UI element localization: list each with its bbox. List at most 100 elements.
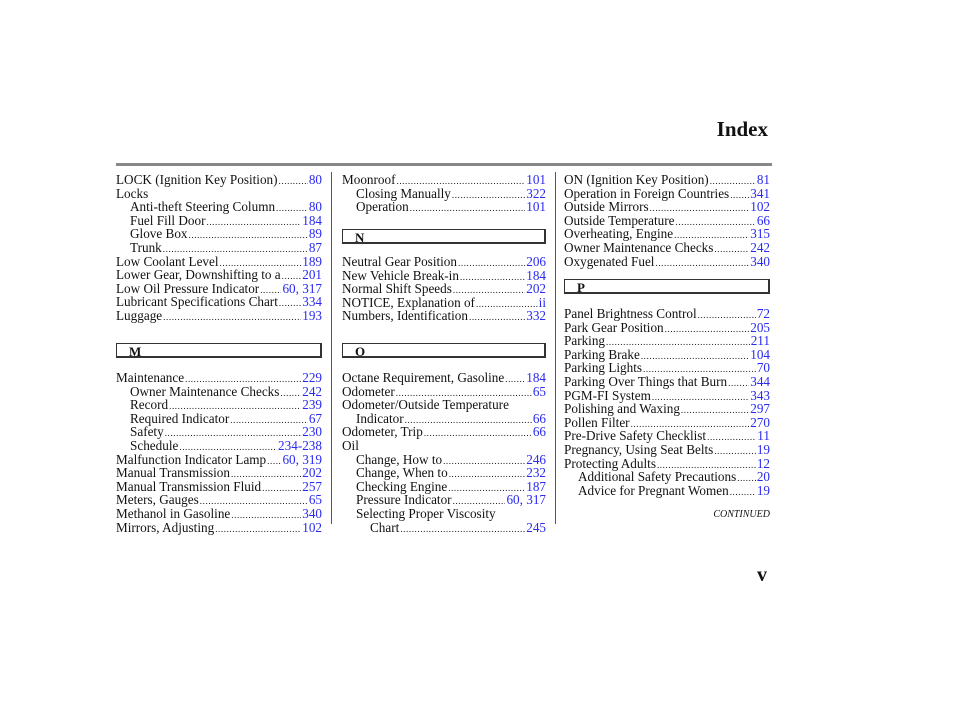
page-link[interactable]: 20: [756, 469, 770, 485]
page-link[interactable]: 101: [526, 199, 546, 215]
page-link[interactable]: 242: [750, 239, 770, 255]
page-link[interactable]: 81: [756, 172, 770, 187]
index-entry: Park Gear Position 205: [564, 319, 770, 337]
page-link[interactable]: 206: [526, 254, 546, 269]
index-entry: PGM-FI System 343: [564, 387, 770, 403]
page-link[interactable]: 80: [308, 199, 322, 215]
page-link[interactable]: 245: [526, 519, 546, 535]
entry-label: Outside Mirrors: [564, 199, 649, 215]
page-link[interactable]: 340: [750, 253, 770, 269]
index-entry: Normal Shift Speeds 202: [342, 282, 546, 296]
dot-leader: [665, 323, 750, 337]
page-link[interactable]: 19: [756, 482, 770, 498]
page-link[interactable]: 80: [308, 172, 322, 187]
page-link[interactable]: 239: [302, 397, 322, 413]
page-link[interactable]: 322: [526, 185, 546, 201]
entry-label: ON (Ignition Key Position): [564, 172, 709, 187]
entry-label: Change, When to: [356, 465, 448, 481]
dot-leader: [400, 523, 525, 537]
entry-label: Chart: [370, 519, 400, 535]
page-link[interactable]: ii: [538, 294, 546, 310]
page-link[interactable]: 202: [526, 281, 546, 297]
page-title: Index: [716, 117, 768, 141]
page-link[interactable]: 202: [302, 465, 322, 481]
page-link[interactable]: 315: [750, 226, 770, 242]
index-entry: Chart 245: [342, 519, 546, 537]
entry-label: Owner Maintenance Checks: [564, 239, 714, 255]
dot-leader: [728, 377, 749, 391]
page-link[interactable]: 341: [750, 185, 770, 201]
dot-leader: [730, 486, 756, 500]
page-link[interactable]: 60, 319: [282, 451, 322, 467]
page-link[interactable]: 184: [526, 370, 546, 385]
page-link[interactable]: 65: [308, 492, 322, 508]
index-entry: Malfunction Indicator Lamp 60, 319: [116, 451, 322, 467]
page-link[interactable]: 242: [302, 383, 322, 399]
dot-leader: [215, 523, 301, 537]
page-link[interactable]: 340: [302, 505, 322, 521]
index-entry: Parking 211: [564, 334, 770, 348]
page-link[interactable]: 193: [302, 307, 322, 323]
page-link[interactable]: 72: [756, 306, 770, 321]
page-link[interactable]: 60, 317: [282, 280, 322, 296]
page-link[interactable]: 205: [750, 319, 770, 335]
page-link[interactable]: 344: [750, 373, 770, 389]
index-entry: Mirrors, Adjusting 102: [116, 519, 322, 537]
page-link[interactable]: 234-238: [278, 437, 322, 453]
page-link[interactable]: 211: [750, 333, 770, 349]
page-link[interactable]: 332: [526, 308, 546, 324]
page-link[interactable]: 102: [302, 519, 322, 535]
dot-leader: [280, 387, 301, 401]
page-link[interactable]: 334: [302, 294, 322, 310]
page-link[interactable]: 101: [526, 172, 546, 187]
index-entry: Oil: [342, 439, 546, 453]
entry-label: Odometer/Outside Temperature: [342, 397, 509, 413]
index-entry: Meters, Gauges 65: [116, 493, 322, 507]
page-link[interactable]: 70: [756, 360, 770, 376]
entry-label: Fuel Fill Door: [130, 212, 206, 228]
page-link[interactable]: 66: [532, 424, 546, 440]
page-link[interactable]: 297: [750, 401, 770, 417]
index-entry: Numbers, Identification 332: [342, 309, 546, 323]
page-link[interactable]: 246: [526, 451, 546, 467]
page-link[interactable]: 89: [308, 226, 322, 242]
page-link[interactable]: 257: [302, 478, 322, 494]
entry-label: Octane Requirement, Gasoline: [342, 370, 505, 385]
dot-leader: [189, 229, 308, 243]
index-entry: Anti-theft Steering Column 80: [116, 200, 322, 214]
page-link[interactable]: 60, 317: [506, 492, 546, 508]
page-link[interactable]: 87: [308, 239, 322, 255]
page-link[interactable]: 11: [757, 428, 770, 444]
page-link[interactable]: 19: [756, 441, 770, 457]
entry-label: Operation: [356, 199, 409, 215]
page-link[interactable]: 66: [756, 212, 770, 228]
section-header-m: M: [116, 343, 322, 359]
page-link[interactable]: 189: [302, 253, 322, 269]
page-link[interactable]: 230: [302, 424, 322, 440]
page-link[interactable]: 270: [750, 414, 770, 430]
page-link[interactable]: 12: [756, 455, 770, 471]
page-link[interactable]: 66: [532, 410, 546, 426]
page-link[interactable]: 201: [302, 267, 322, 283]
page-link[interactable]: 184: [302, 212, 322, 228]
index-entry: Low Oil Pressure Indicator 60, 317: [116, 282, 322, 296]
entry-label: Parking: [564, 333, 606, 349]
page-link[interactable]: 104: [750, 346, 770, 362]
page-link[interactable]: 67: [308, 410, 322, 426]
continued-label: CONTINUED: [713, 509, 770, 520]
page-link[interactable]: 232: [526, 465, 546, 481]
page-link[interactable]: 343: [750, 387, 770, 403]
page-link[interactable]: 184: [526, 267, 546, 283]
entry-label: NOTICE, Explanation of: [342, 294, 475, 310]
page-link[interactable]: 65: [532, 383, 546, 399]
index-entry: Protecting Adults 12: [564, 455, 770, 471]
page-link[interactable]: 102: [750, 199, 770, 215]
dot-leader: [505, 373, 525, 387]
page-link[interactable]: 229: [302, 370, 322, 385]
page-link[interactable]: 187: [526, 478, 546, 494]
dot-leader: [698, 309, 756, 323]
entry-label: Moonroof: [342, 172, 396, 187]
index-entry: New Vehicle Break-in 184: [342, 267, 546, 283]
dot-leader: [714, 445, 756, 459]
